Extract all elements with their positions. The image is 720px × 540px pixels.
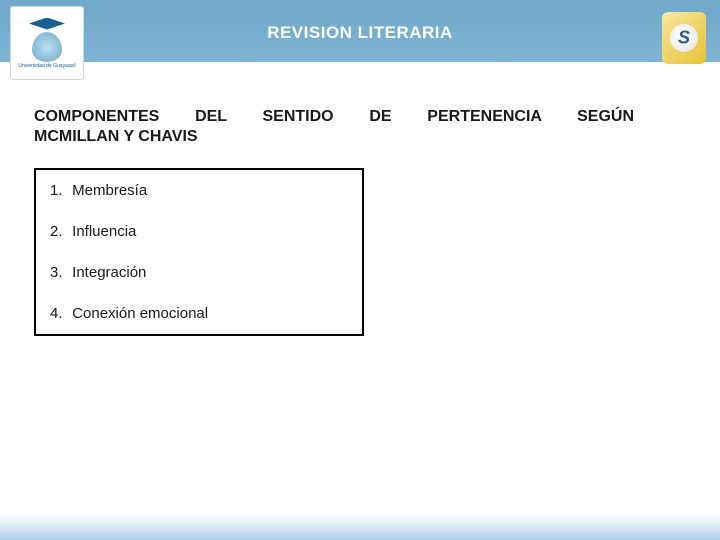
list-text: Influencia [72, 223, 136, 240]
graduation-cap-icon [29, 18, 65, 30]
logo-right-circle-icon: S [670, 24, 698, 52]
logo-right: S [662, 12, 706, 64]
list-item: 4. Conexión emocional [36, 293, 362, 334]
components-list: 1. Membresía 2. Influencia 3. Integració… [34, 168, 364, 336]
list-text: Membresía [72, 182, 147, 199]
list-item: 2. Influencia [36, 211, 362, 252]
list-num: 3. [50, 264, 68, 281]
logo-right-letter: S [678, 28, 690, 49]
shield-icon [32, 32, 62, 62]
list-num: 2. [50, 223, 68, 240]
footer-band [0, 514, 720, 540]
subtitle-line1: COMPONENTES DEL SENTIDO DE PERTENENCIA S… [34, 104, 634, 130]
list-item: 1. Membresía [36, 170, 362, 211]
subtitle-line2: MCMILLAN Y CHAVIS [34, 128, 198, 146]
logo-left: Universidad de Guayaquil [10, 6, 84, 80]
list-num: 1. [50, 182, 68, 199]
logo-left-caption: Universidad de Guayaquil [18, 64, 75, 69]
list-text: Conexión emocional [72, 305, 208, 322]
list-text: Integración [72, 264, 146, 281]
header-title: REVISION LITERARIA [267, 23, 453, 43]
list-item: 3. Integración [36, 252, 362, 293]
header-band: REVISION LITERARIA [0, 0, 720, 62]
list-num: 4. [50, 305, 68, 322]
